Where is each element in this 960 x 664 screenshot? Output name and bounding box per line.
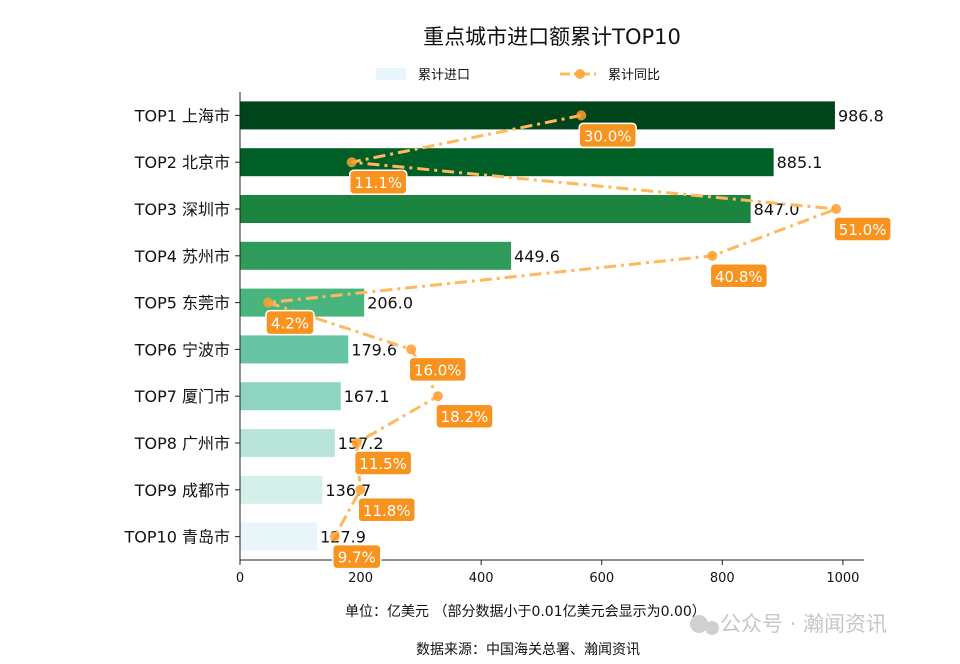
x-tick-label: 800 bbox=[710, 571, 735, 586]
legend-label-line: 累计同比 bbox=[608, 68, 660, 83]
y-tick-label: TOP3 深圳市 bbox=[134, 200, 230, 219]
line-marker bbox=[346, 157, 357, 168]
line-label-box bbox=[833, 216, 892, 242]
bar bbox=[240, 148, 774, 177]
legend-label-bar: 累计进口 bbox=[418, 68, 470, 83]
line-label-box bbox=[709, 263, 769, 289]
x-tick-label: 1000 bbox=[826, 571, 859, 586]
legend-marker bbox=[575, 69, 585, 79]
y-tick-label: TOP8 广州市 bbox=[134, 434, 230, 453]
chart-title: 重点城市进口额累计TOP10 bbox=[423, 25, 681, 49]
x-tick-label: 600 bbox=[589, 571, 614, 586]
line-value-label: 11.8% bbox=[363, 502, 411, 520]
line-marker bbox=[576, 110, 587, 121]
source-note: 数据来源：中国海关总署、瀚闻资讯 bbox=[416, 642, 640, 658]
line-value-label: 11.1% bbox=[354, 174, 402, 192]
line-label-box bbox=[353, 450, 413, 476]
line-value-label: 11.5% bbox=[359, 455, 407, 473]
line-label-box bbox=[408, 356, 467, 383]
bar bbox=[240, 522, 318, 551]
line-marker bbox=[432, 391, 443, 402]
y-tick-label: TOP2 北京市 bbox=[134, 153, 230, 172]
line-label-box bbox=[332, 543, 382, 570]
line-marker bbox=[707, 250, 718, 261]
line-marker bbox=[329, 531, 340, 542]
legend-swatch-bar bbox=[376, 68, 406, 80]
y-tick-label: TOP10 青岛市 bbox=[124, 528, 230, 547]
bar-value-label: 885.1 bbox=[777, 153, 823, 172]
line-marker bbox=[355, 484, 366, 495]
line-label-box bbox=[357, 497, 417, 523]
line-value-label: 51.0% bbox=[839, 221, 887, 239]
y-tick-label: TOP9 成都市 bbox=[134, 481, 230, 500]
bar-value-label: 127.9 bbox=[320, 528, 366, 547]
bar-value-label: 847.0 bbox=[754, 200, 800, 219]
line-value-label: 40.8% bbox=[715, 268, 763, 286]
legend: 累计进口 累计同比 bbox=[376, 68, 660, 83]
y-tick-label: TOP1 上海市 bbox=[134, 106, 230, 125]
line-marker bbox=[406, 344, 417, 355]
bar bbox=[240, 335, 349, 364]
line-marker bbox=[262, 297, 273, 308]
x-axis-label: 单位：亿美元 （部分数据小于0.01亿美元会显示为0.00） bbox=[345, 604, 706, 620]
line-marker bbox=[831, 204, 842, 214]
bar-value-label: 986.8 bbox=[838, 106, 884, 125]
bar bbox=[240, 475, 323, 504]
line-marker bbox=[351, 438, 362, 448]
y-tick-label: TOP5 东莞市 bbox=[134, 294, 230, 313]
bar-value-label: 179.6 bbox=[351, 340, 397, 359]
watermark-text: 公众号 · 瀚闻资讯 bbox=[720, 612, 887, 636]
line-value-label: 4.2% bbox=[271, 315, 309, 333]
line-value-label: 18.2% bbox=[441, 408, 489, 426]
x-tick-label: 400 bbox=[469, 571, 494, 586]
line-label-box bbox=[265, 309, 315, 336]
x-tick-label: 200 bbox=[348, 571, 373, 586]
y-tick-label: TOP7 厦门市 bbox=[134, 387, 230, 406]
bar-value-label: 206.0 bbox=[367, 294, 413, 313]
line-label-box bbox=[349, 169, 408, 195]
line-value-label: 9.7% bbox=[338, 549, 376, 567]
y-tick-label: TOP4 苏州市 bbox=[134, 247, 230, 266]
x-tick-label: 0 bbox=[236, 571, 244, 586]
series-line bbox=[267, 113, 837, 538]
line-label-box bbox=[435, 403, 494, 429]
bar bbox=[240, 195, 751, 223]
line-value-label: 16.0% bbox=[414, 361, 462, 379]
bar-value-label: 167.1 bbox=[344, 387, 390, 406]
line-value-label: 30.0% bbox=[584, 127, 632, 145]
bar bbox=[240, 429, 335, 457]
line-label-box bbox=[578, 122, 637, 149]
bar bbox=[240, 241, 512, 270]
bar bbox=[240, 382, 341, 411]
watermark: 公众号 · 瀚闻资讯 bbox=[690, 612, 887, 636]
y-tick-label: TOP6 宁波市 bbox=[134, 340, 230, 359]
bar-value-label: 449.6 bbox=[514, 247, 560, 266]
